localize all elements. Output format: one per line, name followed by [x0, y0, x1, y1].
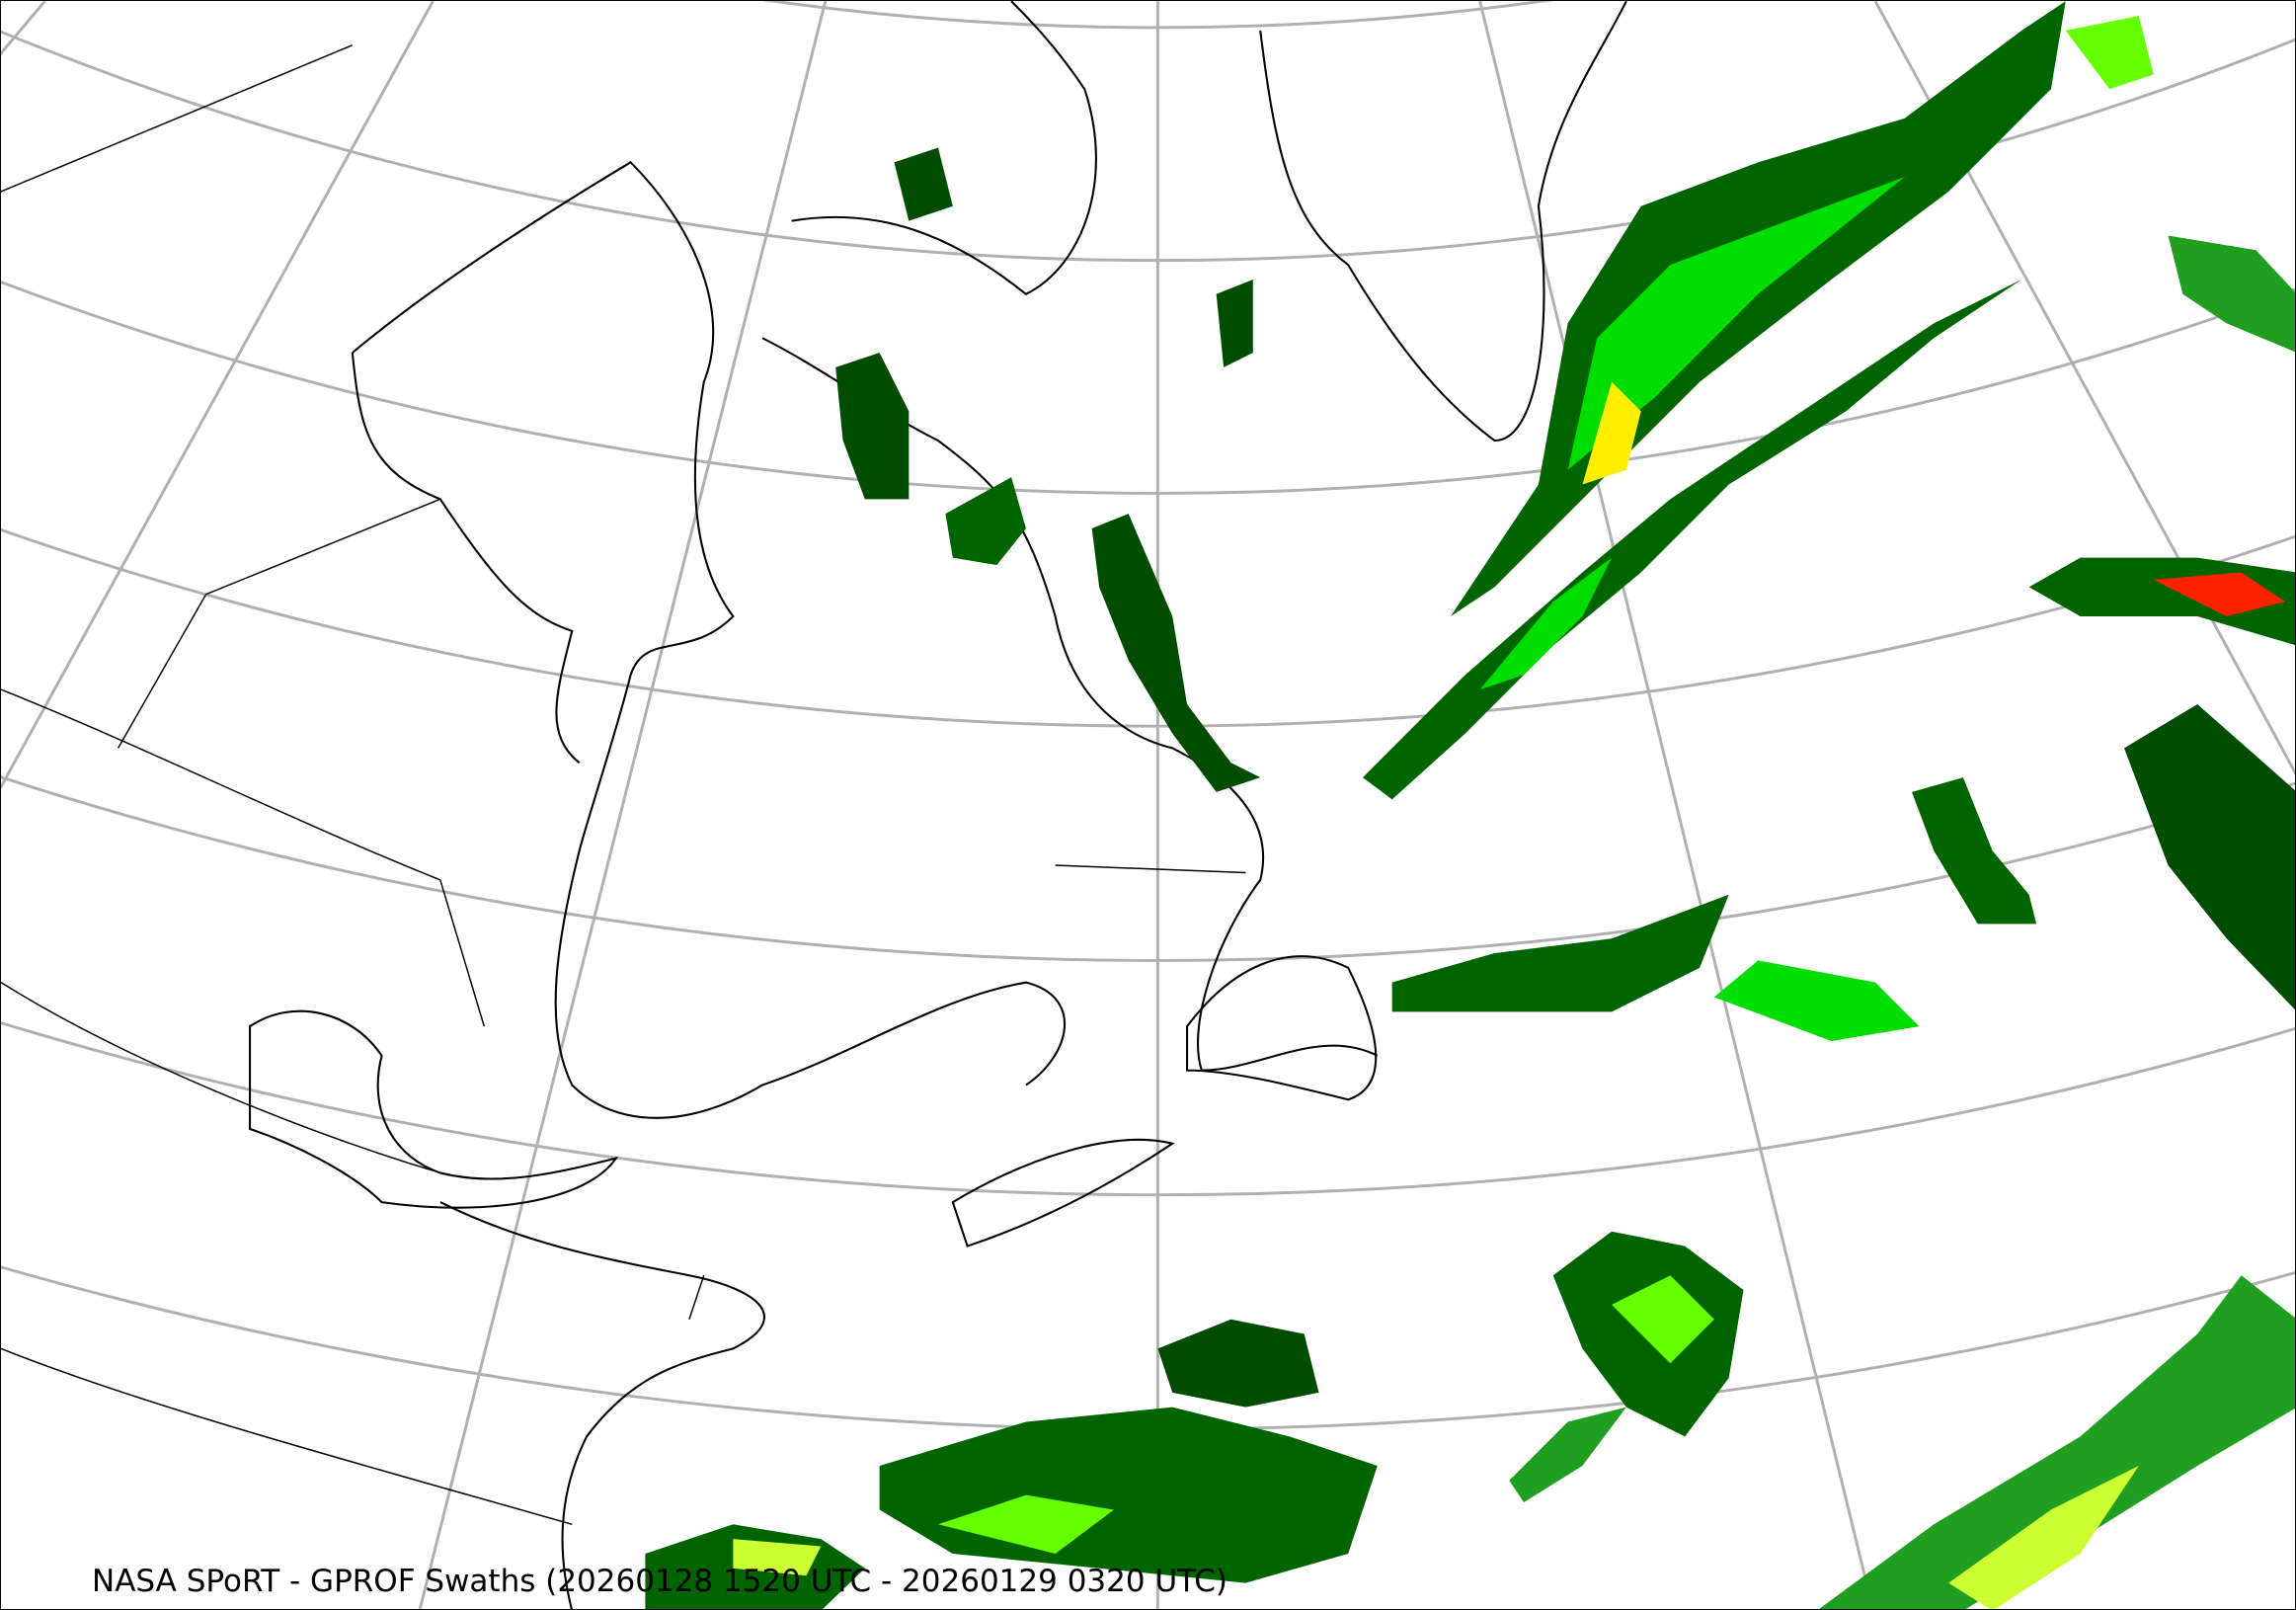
great-lakes — [249, 1009, 619, 1209]
precip-area — [1391, 894, 1729, 1012]
precip-area — [1567, 177, 1905, 470]
precip-area — [835, 353, 910, 500]
newfoundland — [1186, 955, 1378, 1101]
precip-area — [1948, 1465, 2139, 1609]
precip-area — [1216, 279, 1253, 367]
parallel-line — [766, 1, 1548, 29]
parallel-line — [1, 280, 2295, 494]
meridian-line — [418, 1, 828, 1609]
precip-area — [945, 477, 1026, 566]
precip-area — [1819, 1275, 2295, 1609]
precip-area — [1157, 1319, 1319, 1408]
hudson-bay-coast — [352, 161, 1066, 1119]
baffin-coast — [791, 1, 1097, 295]
precip-area — [1582, 381, 1641, 485]
coastlines — [1, 1, 1627, 1609]
precip-area — [1912, 777, 2037, 925]
meridian-line — [1873, 1, 2295, 776]
hudson-bay-west — [351, 352, 581, 765]
precip-area — [1713, 960, 1920, 1041]
meridian-line — [1478, 1, 1875, 1609]
precip-area — [894, 147, 953, 221]
map-caption: NASA SPoRT - GPROF Swaths (20260128 1520… — [92, 1564, 1227, 1599]
greenland-coast — [1259, 1, 1627, 443]
precip-area — [879, 1407, 1378, 1583]
us-east-coast — [439, 1201, 765, 1609]
precipitation-swaths — [645, 1, 2295, 1609]
precip-area — [1091, 514, 1261, 792]
precip-area — [2065, 16, 2154, 90]
precip-area — [2153, 572, 2286, 616]
precip-area — [1479, 557, 1613, 690]
borders — [1, 44, 1246, 1526]
parallel-line — [1, 1264, 2295, 1430]
precip-area — [937, 1494, 1114, 1554]
precip-area — [733, 1539, 822, 1576]
precip-area — [1509, 1407, 1626, 1503]
precip-area — [2124, 703, 2295, 1010]
nova-scotia — [951, 1138, 1175, 1248]
meridian-line — [1, 1, 46, 56]
precip-area — [2168, 235, 2295, 353]
meridian-line — [1, 1, 435, 790]
precip-area — [1612, 1275, 1714, 1364]
